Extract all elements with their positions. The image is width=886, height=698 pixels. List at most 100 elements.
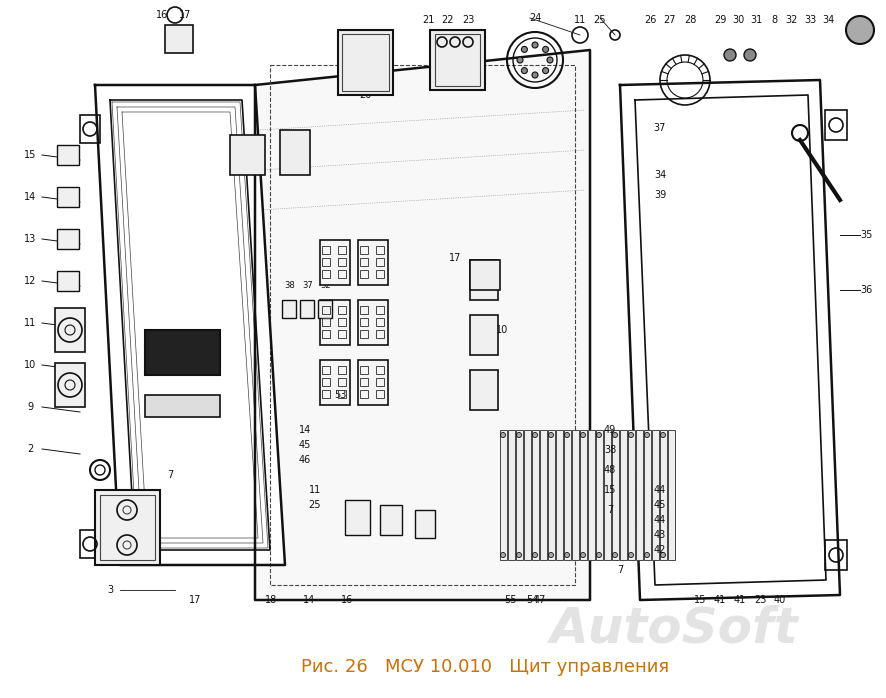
Text: 33: 33: [804, 15, 816, 25]
Bar: [322, 258, 330, 266]
Bar: [636, 430, 643, 560]
Text: 15: 15: [694, 595, 706, 605]
Bar: [580, 430, 587, 560]
Circle shape: [628, 553, 633, 558]
Text: 49: 49: [604, 425, 616, 435]
Bar: [360, 390, 368, 398]
Circle shape: [596, 553, 602, 558]
Bar: [345, 500, 370, 535]
Text: 30: 30: [732, 15, 744, 25]
Bar: [318, 300, 332, 318]
Bar: [338, 318, 346, 326]
Bar: [524, 430, 531, 560]
Bar: [652, 430, 659, 560]
Bar: [338, 366, 346, 374]
Bar: [338, 258, 346, 266]
Circle shape: [612, 553, 618, 558]
Circle shape: [744, 49, 756, 61]
Circle shape: [644, 433, 649, 438]
Text: 45: 45: [299, 440, 311, 450]
Bar: [548, 430, 555, 560]
Bar: [280, 130, 310, 175]
Bar: [230, 135, 265, 175]
Bar: [322, 318, 330, 326]
Text: 7: 7: [167, 470, 173, 480]
Circle shape: [596, 433, 602, 438]
Text: 12: 12: [24, 276, 36, 286]
Bar: [338, 30, 393, 95]
Bar: [100, 495, 155, 560]
Circle shape: [521, 68, 527, 73]
Text: 31: 31: [750, 15, 762, 25]
Text: 41: 41: [734, 595, 746, 605]
Text: 21: 21: [422, 15, 434, 25]
Text: 14: 14: [303, 595, 315, 605]
Bar: [470, 260, 500, 290]
Bar: [556, 430, 563, 560]
Text: 39: 39: [654, 190, 666, 200]
Text: 25: 25: [308, 500, 322, 510]
Text: 13: 13: [24, 234, 36, 244]
Bar: [360, 246, 368, 254]
Bar: [145, 330, 220, 375]
Bar: [572, 430, 579, 560]
Text: 28: 28: [684, 15, 696, 25]
Circle shape: [517, 553, 522, 558]
Text: 37: 37: [303, 281, 314, 290]
Text: 11: 11: [24, 318, 36, 328]
Bar: [376, 366, 384, 374]
Bar: [500, 430, 507, 560]
Bar: [322, 390, 330, 398]
Bar: [564, 430, 571, 560]
Bar: [376, 246, 384, 254]
Bar: [825, 110, 847, 140]
Text: 7: 7: [607, 505, 613, 515]
Text: 32: 32: [786, 15, 798, 25]
Circle shape: [548, 433, 554, 438]
Bar: [57, 145, 79, 165]
Text: 9: 9: [27, 402, 33, 412]
Bar: [376, 258, 384, 266]
Bar: [320, 360, 350, 405]
Text: 37: 37: [654, 123, 666, 133]
Bar: [358, 300, 388, 345]
Text: 48: 48: [604, 465, 616, 475]
Text: 41: 41: [714, 595, 727, 605]
Bar: [57, 271, 79, 291]
Bar: [95, 490, 160, 565]
Circle shape: [532, 72, 538, 78]
Text: 47: 47: [533, 595, 546, 605]
Text: 18: 18: [265, 595, 277, 605]
Text: 8: 8: [771, 15, 777, 25]
Bar: [358, 240, 388, 285]
Polygon shape: [255, 50, 590, 600]
Bar: [338, 306, 346, 314]
Bar: [660, 430, 667, 560]
Bar: [320, 300, 350, 345]
Text: 44: 44: [654, 485, 666, 495]
Circle shape: [517, 57, 523, 63]
Text: 11: 11: [309, 485, 321, 495]
Text: Рис. 26   МСУ 10.010   Щит управления: Рис. 26 МСУ 10.010 Щит управления: [301, 658, 669, 676]
Text: 55: 55: [504, 595, 517, 605]
Bar: [376, 390, 384, 398]
Bar: [80, 115, 100, 143]
Bar: [360, 318, 368, 326]
Text: 42: 42: [654, 545, 666, 555]
Bar: [588, 430, 595, 560]
Bar: [322, 330, 330, 338]
Bar: [300, 300, 314, 318]
Bar: [55, 363, 85, 407]
Bar: [338, 270, 346, 278]
Text: 44: 44: [654, 515, 666, 525]
Text: 2: 2: [27, 444, 33, 454]
Bar: [338, 378, 346, 386]
Text: 45: 45: [654, 500, 666, 510]
Text: 32: 32: [321, 281, 331, 290]
Circle shape: [542, 46, 548, 52]
Circle shape: [660, 433, 665, 438]
Circle shape: [724, 49, 736, 61]
Circle shape: [501, 553, 506, 558]
Bar: [360, 330, 368, 338]
Bar: [80, 530, 100, 558]
